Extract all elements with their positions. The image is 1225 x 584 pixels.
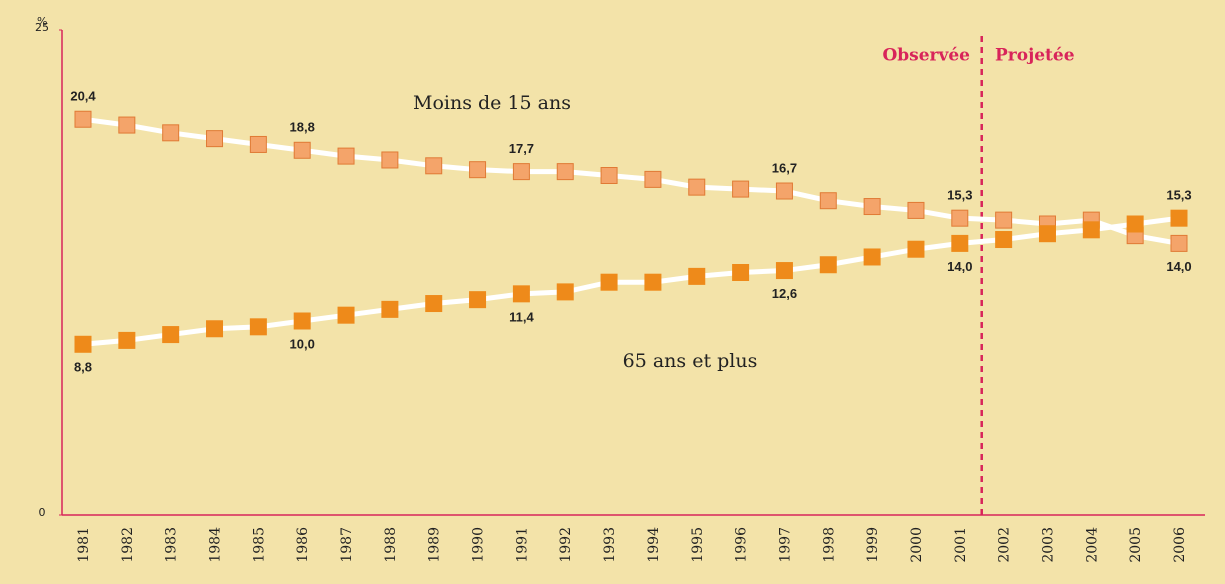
- series-annotation: Moins de 15 ans: [413, 92, 571, 114]
- marker: [1126, 215, 1144, 233]
- marker: [381, 300, 399, 318]
- y-tick-label: 25: [35, 21, 49, 34]
- marker: [907, 240, 925, 258]
- marker: [1082, 221, 1100, 239]
- marker: [1170, 234, 1188, 252]
- marker: [995, 211, 1013, 229]
- data-label: 14,0: [947, 259, 972, 274]
- data-label: 11,4: [509, 309, 534, 324]
- x-tick-label: 1992: [558, 527, 574, 563]
- x-tick-label: 1998: [821, 527, 837, 563]
- marker: [469, 161, 487, 179]
- x-tick-label: 1989: [427, 527, 443, 563]
- x-tick-label: 2003: [1040, 527, 1056, 563]
- x-tick-label: 2000: [909, 527, 925, 563]
- x-tick-label: 1997: [777, 527, 793, 563]
- marker: [425, 295, 443, 313]
- marker: [293, 141, 311, 159]
- data-label: 15,3: [947, 188, 972, 203]
- marker: [688, 178, 706, 196]
- data-label: 20,4: [70, 89, 96, 104]
- series-line: [82, 215, 1180, 347]
- marker: [644, 273, 662, 291]
- marker: [951, 234, 969, 252]
- y-tick-label: 0: [39, 506, 46, 519]
- x-tick-label: 2002: [997, 527, 1013, 563]
- x-tick-label: 2001: [953, 527, 969, 563]
- marker: [249, 318, 267, 336]
- x-tick-label: 1985: [251, 527, 267, 563]
- x-tick-label: 1981: [76, 527, 92, 563]
- x-tick-label: 2006: [1172, 527, 1188, 563]
- marker: [381, 151, 399, 169]
- x-tick-label: 1996: [734, 527, 750, 563]
- data-label: 14,0: [1166, 259, 1191, 274]
- y-axis-label: %: [37, 15, 47, 28]
- marker: [819, 256, 837, 274]
- marker: [951, 209, 969, 227]
- x-tick-label: 2004: [1084, 527, 1100, 563]
- marker: [249, 135, 267, 153]
- marker: [907, 201, 925, 219]
- marker: [74, 335, 92, 353]
- marker: [162, 326, 180, 344]
- marker: [600, 273, 618, 291]
- marker: [600, 167, 618, 184]
- marker: [819, 192, 837, 210]
- marker: [337, 306, 355, 324]
- marker: [863, 248, 881, 266]
- marker: [644, 170, 662, 188]
- marker: [512, 285, 530, 303]
- data-label: 10,0: [290, 336, 315, 351]
- marker: [556, 283, 574, 301]
- x-tick-label: 1995: [690, 527, 706, 563]
- series-line: [82, 116, 1180, 246]
- phase-label: Observée: [882, 46, 970, 66]
- x-tick-label: 1991: [514, 527, 530, 563]
- marker: [206, 130, 224, 148]
- marker: [206, 320, 224, 338]
- marker: [732, 264, 750, 281]
- data-label: 15,3: [1166, 188, 1191, 203]
- marker: [995, 231, 1013, 249]
- x-tick-label: 1999: [865, 527, 881, 563]
- data-label: 8,8: [74, 360, 92, 375]
- x-tick-label: 1987: [339, 527, 355, 563]
- x-tick-label: 1982: [120, 527, 136, 563]
- marker: [469, 291, 487, 309]
- marker: [1170, 209, 1188, 227]
- marker: [337, 147, 355, 165]
- data-label: 12,6: [772, 286, 797, 301]
- marker: [162, 124, 180, 142]
- x-tick-label: 1984: [208, 527, 224, 563]
- marker: [74, 110, 92, 128]
- marker: [118, 116, 136, 134]
- marker: [1038, 225, 1056, 243]
- x-tick-label: 1986: [295, 527, 311, 563]
- x-tick-label: 1983: [164, 527, 180, 563]
- series-annotation: 65 ans et plus: [623, 350, 758, 372]
- marker: [425, 157, 443, 175]
- marker: [863, 198, 881, 216]
- marker: [556, 163, 574, 181]
- x-tick-label: 1990: [471, 527, 487, 563]
- data-label: 18,8: [290, 120, 315, 135]
- x-tick-label: 1988: [383, 527, 399, 563]
- marker: [775, 182, 793, 200]
- x-tick-label: 1993: [602, 527, 618, 563]
- marker: [775, 262, 793, 280]
- marker: [732, 180, 750, 198]
- marker: [512, 163, 530, 181]
- x-tick-label: 1994: [646, 527, 662, 563]
- marker: [293, 312, 311, 330]
- marker: [118, 331, 136, 349]
- phase-label: Projetée: [995, 46, 1075, 66]
- data-label: 16,7: [772, 160, 797, 175]
- data-label: 17,7: [509, 141, 534, 156]
- marker: [688, 267, 706, 285]
- x-tick-label: 2005: [1128, 527, 1144, 563]
